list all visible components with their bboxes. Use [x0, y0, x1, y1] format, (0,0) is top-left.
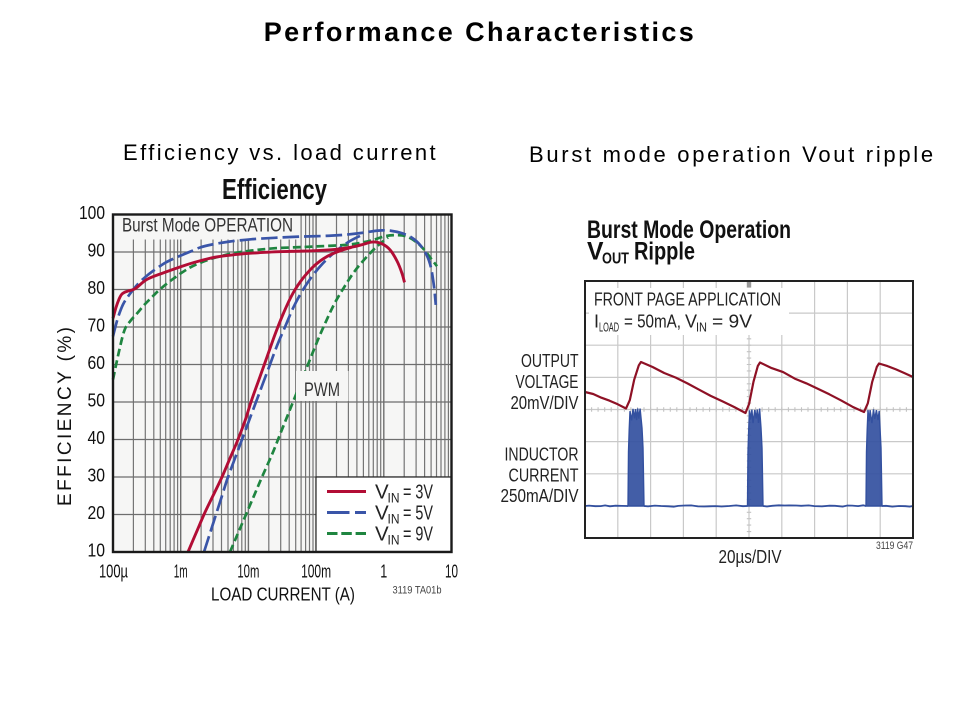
svg-text:20µs/DIV: 20µs/DIV — [719, 547, 783, 567]
svg-text:= 9V: = 9V — [712, 312, 752, 332]
svg-text:IN: IN — [388, 532, 400, 548]
svg-text:OUTPUT: OUTPUT — [521, 351, 579, 371]
svg-text:10: 10 — [445, 562, 458, 582]
svg-text:LOAD CURRENT (A): LOAD CURRENT (A) — [211, 585, 355, 605]
svg-text:80: 80 — [88, 278, 106, 298]
svg-text:INDUCTOR: INDUCTOR — [505, 445, 579, 465]
svg-text:VOLTAGE: VOLTAGE — [516, 372, 579, 392]
svg-text:CURRENT: CURRENT — [509, 466, 579, 486]
svg-text:10: 10 — [88, 541, 106, 561]
svg-text:250mA/DIV: 250mA/DIV — [501, 486, 579, 506]
svg-text:30: 30 — [88, 466, 106, 486]
svg-text:OUT: OUT — [602, 251, 629, 268]
svg-text:70: 70 — [88, 316, 106, 336]
svg-text:EFFICIENCY (%): EFFICIENCY (%) — [55, 327, 76, 506]
svg-text:= 3V: = 3V — [403, 481, 433, 504]
svg-text:90: 90 — [88, 241, 106, 261]
svg-text:Burst Mode Operation: Burst Mode Operation — [587, 217, 791, 244]
svg-text:Efficiency: Efficiency — [222, 174, 327, 206]
svg-text:50: 50 — [88, 391, 106, 411]
svg-text:1: 1 — [380, 562, 387, 582]
svg-text:V: V — [375, 481, 389, 504]
svg-text:FRONT PAGE APPLICATION: FRONT PAGE APPLICATION — [594, 290, 781, 310]
svg-text:20mV/DIV: 20mV/DIV — [511, 393, 579, 413]
svg-text:10m: 10m — [237, 562, 259, 582]
svg-text:V: V — [375, 523, 389, 546]
svg-text:= 9V: = 9V — [403, 523, 433, 546]
svg-text:IN: IN — [388, 511, 400, 527]
svg-text:PWM: PWM — [304, 379, 340, 401]
svg-text:3119 G47: 3119 G47 — [876, 540, 913, 552]
svg-text:Ripple: Ripple — [634, 239, 695, 266]
svg-text:3119 TA01b: 3119 TA01b — [393, 585, 442, 597]
svg-text:100m: 100m — [301, 562, 331, 582]
svg-text:I: I — [594, 312, 599, 332]
svg-text:V: V — [587, 239, 604, 266]
svg-text:20: 20 — [88, 503, 106, 523]
svg-text:= 5V: = 5V — [403, 502, 433, 525]
svg-text:1m: 1m — [174, 562, 188, 582]
svg-text:LOAD: LOAD — [599, 321, 619, 335]
svg-text:V: V — [375, 502, 389, 525]
svg-text:= 50mA,: = 50mA, — [624, 312, 681, 332]
svg-text:Burst Mode OPERATION: Burst Mode OPERATION — [122, 215, 293, 237]
svg-text:V: V — [685, 312, 697, 332]
svg-text:IN: IN — [696, 321, 707, 335]
svg-text:40: 40 — [88, 428, 106, 448]
svg-text:100µ: 100µ — [99, 562, 128, 582]
svg-text:60: 60 — [88, 353, 106, 373]
svg-text:100: 100 — [79, 203, 105, 223]
svg-text:IN: IN — [388, 490, 400, 506]
